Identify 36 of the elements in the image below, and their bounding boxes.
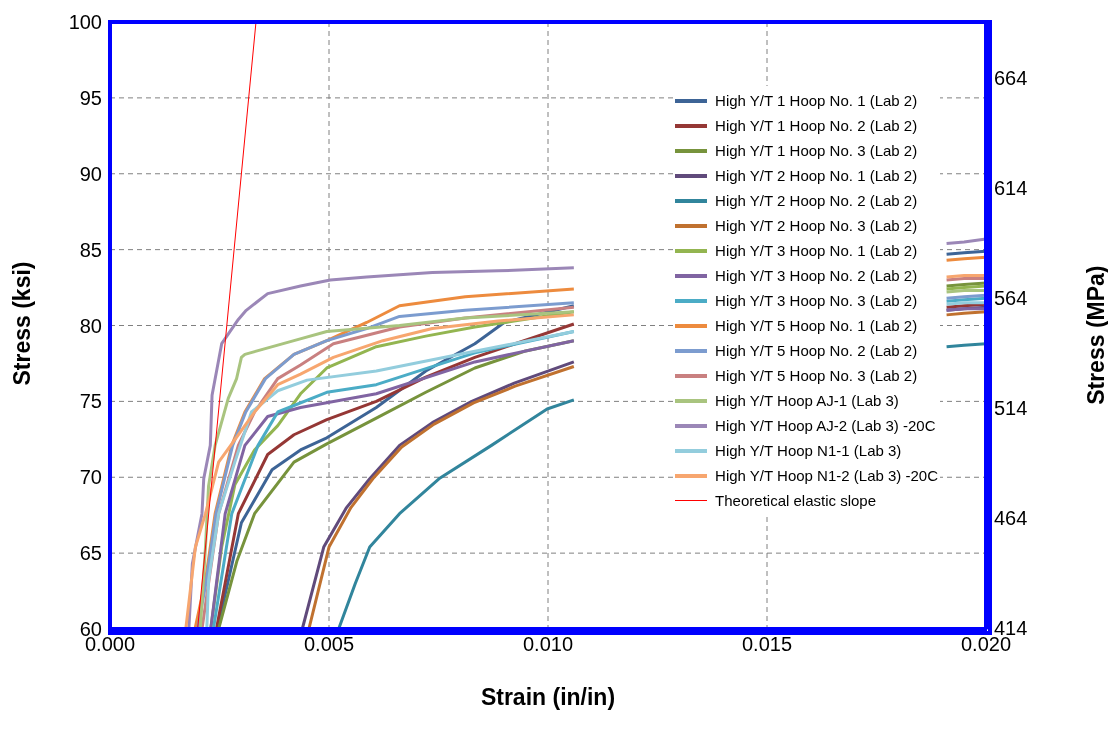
legend-label: High Y/T Hoop AJ-1 (Lab 3) [715, 391, 899, 411]
legend-label: High Y/T 3 Hoop No. 3 (Lab 2) [715, 291, 918, 311]
x-tick-label: 0.005 [303, 633, 355, 656]
y2-tick-label: 464 [994, 507, 1028, 530]
legend-label: High Y/T 2 Hoop No. 2 (Lab 2) [715, 191, 918, 211]
y2-axis-title: Stress (MPa) [1083, 265, 1110, 405]
legend-label: High Y/T 3 Hoop No. 1 (Lab 2) [715, 241, 918, 261]
legend-label: High Y/T 2 Hoop No. 3 (Lab 2) [715, 216, 918, 236]
y-tick-label: 90 [79, 162, 102, 185]
y-tick-label: 100 [68, 11, 102, 34]
legend-label: High Y/T 5 Hoop No. 1 (Lab 2) [715, 316, 918, 336]
legend-label: High Y/T 5 Hoop No. 2 (Lab 2) [715, 341, 918, 361]
y-tick-label: 75 [79, 390, 102, 413]
x-tick-label: 0.010 [522, 633, 574, 656]
legend-label: High Y/T 2 Hoop No. 1 (Lab 2) [715, 166, 918, 186]
legend-label: Theoretical elastic slope [715, 491, 877, 511]
y-tick-label: 70 [79, 466, 102, 489]
y2-tick-label: 664 [994, 67, 1028, 90]
y2-tick-label: 614 [994, 177, 1028, 200]
x-tick-label: 0.015 [741, 633, 793, 656]
legend-label: High Y/T Hoop N1-2 (Lab 3) -20C [715, 466, 938, 486]
legend-label: High Y/T 1 Hoop No. 3 (Lab 2) [715, 141, 918, 161]
legend-label: High Y/T 3 Hoop No. 2 (Lab 2) [715, 266, 918, 286]
y-tick-label: 65 [79, 542, 102, 565]
y-axis-title: Stress (ksi) [9, 261, 36, 386]
y2-tick-label: 564 [994, 287, 1028, 310]
x-axis-title: Strain (in/in) [480, 684, 616, 710]
legend-label: High Y/T Hoop N1-1 (Lab 3) [715, 441, 902, 461]
y-tick-label: 80 [79, 314, 102, 337]
legend-label: High Y/T 5 Hoop No. 3 (Lab 2) [715, 366, 918, 386]
y2-tick-label: 514 [994, 397, 1028, 420]
y-tick-label: 95 [79, 86, 102, 109]
legend-label: High Y/T 1 Hoop No. 2 (Lab 2) [715, 116, 918, 136]
y-tick-label: 85 [79, 238, 102, 261]
legend-label: High Y/T Hoop AJ-2 (Lab 3) -20C [715, 416, 936, 436]
legend-label: High Y/T 1 Hoop No. 1 (Lab 2) [715, 91, 918, 111]
